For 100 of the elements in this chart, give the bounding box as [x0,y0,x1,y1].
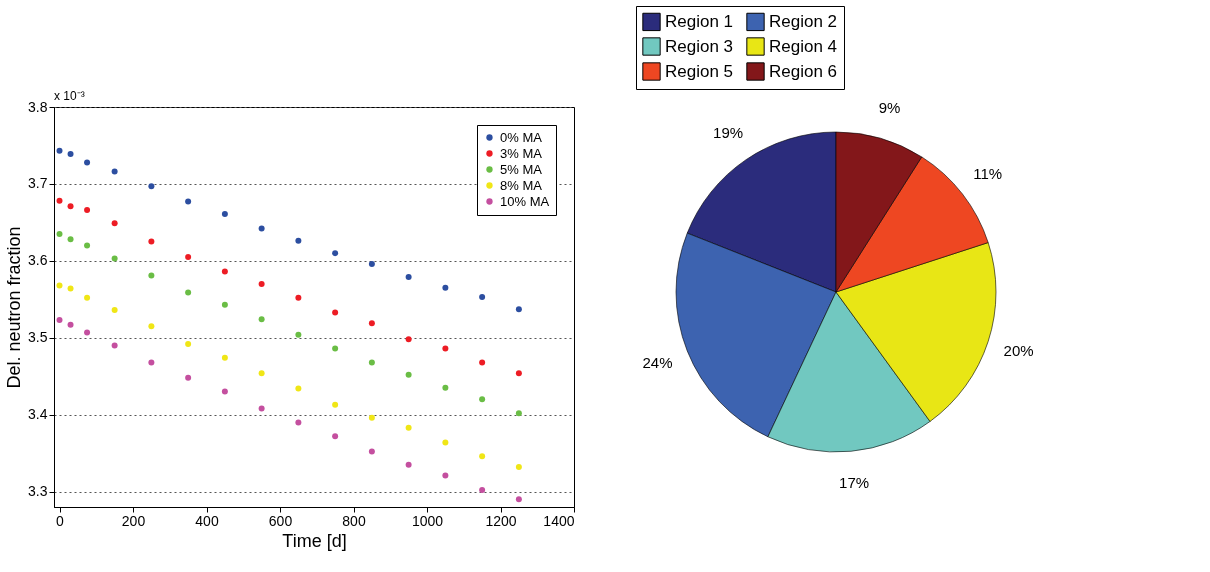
point [258,316,265,323]
legend-label: 5% MA [500,161,543,177]
x-tick-label: 200 [121,512,146,529]
legend-label: Region 2 [769,11,838,31]
point [148,359,155,366]
data-label: 19% [713,124,744,142]
legend-label: Region 4 [769,36,838,56]
text: x 10⁻³ [54,89,85,103]
point [332,345,339,352]
point [479,487,486,494]
point [56,317,63,324]
point [111,342,118,349]
point [56,282,63,289]
point [67,203,74,210]
point [67,285,74,292]
point [258,280,265,287]
point [442,439,449,446]
point [148,272,155,279]
point [515,370,522,377]
point [368,260,375,267]
point [111,307,118,314]
legend-label: 3% MA [500,145,543,161]
point [515,410,522,417]
point [332,250,339,257]
point [515,464,522,470]
point [56,147,63,154]
y-tick-label: 3.4 [28,406,48,423]
point [221,354,228,361]
point [221,301,228,308]
point [67,236,74,243]
point [368,359,375,366]
legend-label: Region 3 [665,36,734,56]
point [442,472,449,479]
legend-label: 10% MA [500,193,550,209]
point [84,294,91,301]
point [295,331,302,338]
point [185,198,192,205]
y-tick-label: 3.6 [28,252,48,269]
point [442,345,449,352]
data-label: 17% [839,474,870,492]
point [84,159,91,166]
point [67,321,74,328]
x-tick-label: 1400 [543,512,575,529]
point [185,254,192,260]
data-label: 11% [973,165,1003,183]
legend-label: Region 6 [769,61,838,81]
y-tick-label: 3.5 [28,329,48,346]
point [111,168,118,175]
point [442,284,449,291]
point [221,210,228,217]
point [405,336,412,343]
point [479,453,486,460]
x-tick-label: 0 [56,512,65,529]
y-axis-title: Del. neutron fraction [4,226,25,389]
point [332,433,339,440]
point [84,207,91,214]
point [67,150,74,157]
x-tick-label: 800 [342,512,366,529]
point [185,340,192,347]
point [56,197,63,204]
point [148,238,155,245]
point [111,220,118,227]
y-tick-label: 3.3 [28,483,48,500]
x-tick-label: 1000 [411,512,444,529]
point [148,323,155,330]
point [479,359,486,366]
point [111,255,118,262]
legend-label: 0% MA [500,129,543,145]
point [84,242,91,249]
point [332,401,339,408]
point [405,371,412,378]
point [368,414,375,421]
point [442,384,449,391]
point [405,461,412,468]
point [258,405,265,412]
point [515,306,522,313]
x-tick-label: 400 [195,512,219,529]
point [258,225,265,232]
data-label: 9% [878,98,901,116]
point [368,320,375,327]
data-label: 24% [642,353,673,371]
legend-label: Region 5 [665,61,734,81]
point [295,294,302,301]
point [405,274,412,280]
point [258,370,265,377]
point [295,385,302,392]
point [185,374,192,381]
point [295,419,302,426]
point [479,396,486,403]
point [479,294,486,300]
point [332,309,339,316]
y-tick-label: 3.8 [28,98,48,115]
point [56,230,63,237]
y-tick-label: 3.7 [28,175,48,192]
point [368,448,375,455]
point [148,183,155,190]
point [84,329,91,336]
point [295,237,302,244]
point [515,496,522,503]
point [221,268,228,275]
